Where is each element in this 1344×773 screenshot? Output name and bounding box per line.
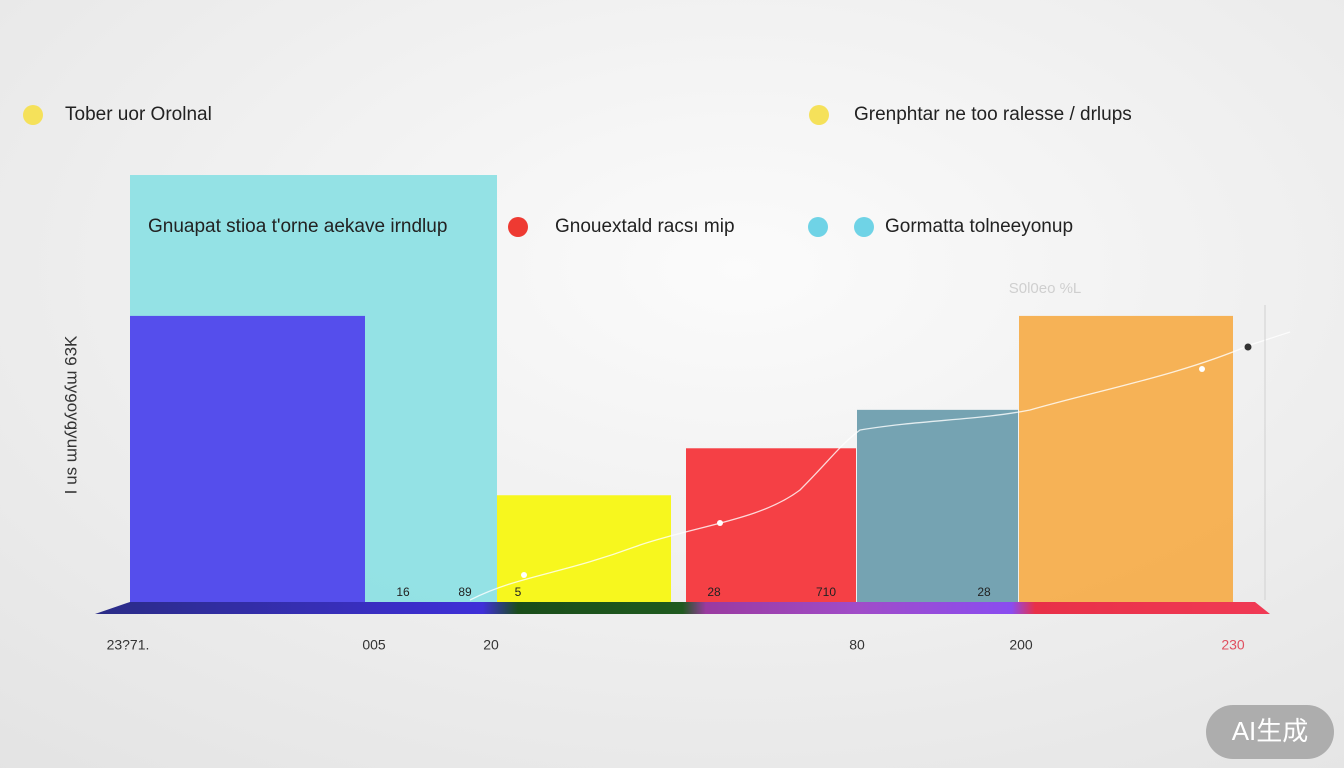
legend-label: Gnouextald racsı mip (555, 216, 735, 237)
x-tick-label: 80 (849, 637, 865, 653)
legend-dot (808, 217, 828, 237)
bar-label: 16 (396, 585, 410, 599)
x-tick-label: 005 (362, 637, 386, 653)
bar (497, 495, 671, 602)
x-tick-label: 23?71. (107, 637, 150, 653)
bar-label: 5 (515, 585, 522, 599)
bar-label: 28 (977, 585, 991, 599)
bar-label: 89 (458, 585, 472, 599)
legend-label: Gormatta tolneeyonup (885, 216, 1073, 237)
x-tick-label: 200 (1009, 637, 1033, 653)
legend-dot (23, 105, 43, 125)
bar-label: 710 (816, 585, 836, 599)
bar (1019, 315, 1233, 602)
trend-line (469, 331, 1291, 601)
faint-label: S0l0eo %L (1009, 280, 1082, 297)
legend-dot (508, 217, 528, 237)
bar-label: 28 (707, 585, 721, 599)
x-tick-label: 20 (483, 637, 499, 653)
overlay: 16 89 5 28 710 28 23?71. 005 20 80 200 230 Tober uor… (23, 104, 1245, 653)
baseline-strip (95, 602, 1270, 614)
y-axis-title: I us ɯnʎɓʎo6ʎɯ 63K (61, 335, 80, 494)
legend-dot (809, 105, 829, 125)
legend-label: Grenphtar ne too ralesse / drlups (854, 104, 1132, 125)
watermark-badge (1206, 705, 1334, 759)
bar (857, 409, 1018, 602)
legend-label: Tober uor Orolnal (65, 104, 212, 125)
legend-dot (854, 217, 874, 237)
watermark: AI生成 (1232, 716, 1309, 746)
trend-dots (521, 343, 1252, 578)
x-tick-label: 230 (1221, 637, 1245, 653)
bar (130, 315, 365, 602)
legend-label: Gnuapat stioa t'orne aekave irndlup (148, 216, 447, 237)
